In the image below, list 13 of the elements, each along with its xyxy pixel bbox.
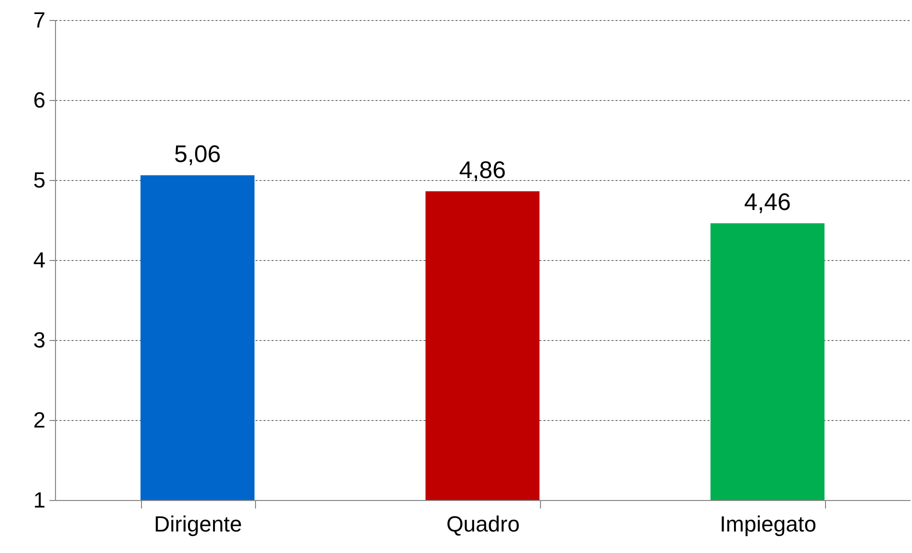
y-tick-label: 4 — [33, 248, 46, 272]
data-label: 5,06 — [174, 141, 221, 168]
y-tick-label: 3 — [33, 328, 46, 352]
y-tick-label: 2 — [33, 408, 46, 432]
x-tick-label: Impiegato — [720, 512, 816, 536]
data-label: 4,46 — [744, 189, 791, 216]
y-tick-label: 6 — [33, 88, 46, 112]
y-tick-label: 5 — [33, 168, 46, 192]
y-tick-label: 7 — [33, 8, 46, 32]
data-label: 4,86 — [459, 157, 506, 184]
x-tick-label: Dirigente — [154, 512, 242, 536]
x-tick-label: Quadro — [446, 512, 520, 536]
y-tick-label: 1 — [33, 488, 46, 512]
